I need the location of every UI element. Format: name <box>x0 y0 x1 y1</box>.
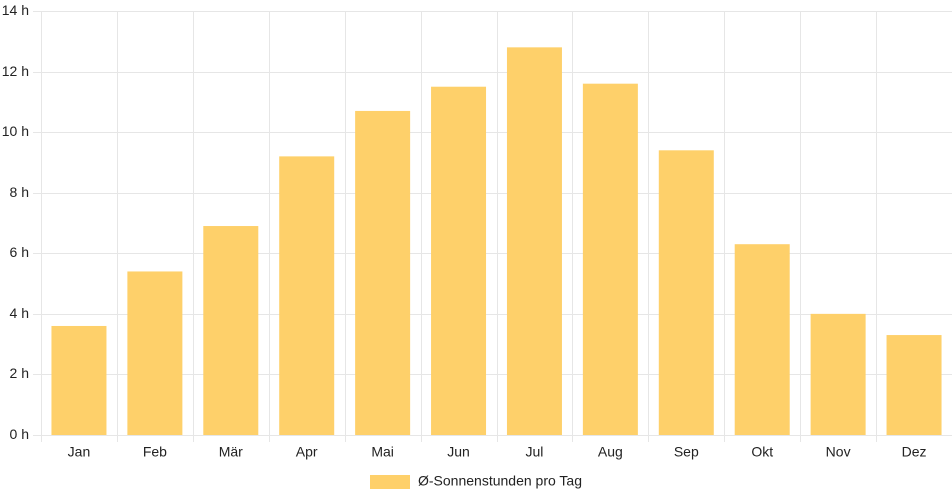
x-tick-label: Apr <box>296 444 318 460</box>
x-tick-label: Jun <box>447 444 470 460</box>
x-tick-label: Nov <box>826 444 851 460</box>
y-tick-label: 2 h <box>10 365 29 381</box>
legend[interactable]: Ø-Sonnenstunden pro Tag <box>370 473 582 489</box>
x-tick-label: Jan <box>68 444 91 460</box>
x-tick-label: Jul <box>526 444 544 460</box>
x-axis-tick-labels: Jan Feb Mär Apr Mai Jun Jul Aug Sep Okt Nov Dez <box>68 444 927 460</box>
bar-1[interactable] <box>51 325 107 435</box>
x-tick-label: Dez <box>902 444 927 460</box>
y-tick-label: 12 h <box>2 63 29 79</box>
x-tick-label: Sep <box>674 444 699 460</box>
x-tick-label: Mär <box>219 444 243 460</box>
y-tick-label: 0 h <box>10 426 29 442</box>
bar-6[interactable] <box>431 86 487 435</box>
y-axis-tick-labels: 0 h 2 h 4 h 6 h 8 h 10 h 12 h 14 h <box>2 2 29 442</box>
bar-10[interactable] <box>734 244 790 435</box>
x-tick-label: Feb <box>143 444 167 460</box>
bar-2[interactable] <box>127 271 183 435</box>
bar-7[interactable] <box>506 47 562 435</box>
bar-11[interactable] <box>810 313 866 435</box>
y-tick-label: 4 h <box>10 305 29 321</box>
bar-4[interactable] <box>279 156 335 435</box>
x-tick-label: Okt <box>751 444 773 460</box>
legend-swatch[interactable] <box>370 475 410 489</box>
x-tick-label: Mai <box>371 444 394 460</box>
bar-12[interactable] <box>886 335 942 435</box>
bar-8[interactable] <box>582 83 638 435</box>
bar-9[interactable] <box>658 150 714 436</box>
bars <box>51 47 942 436</box>
y-tick-label: 8 h <box>10 184 29 200</box>
x-tick-label: Aug <box>598 444 623 460</box>
bar-5[interactable] <box>355 110 411 435</box>
grid-lines <box>33 11 952 442</box>
y-tick-label: 14 h <box>2 2 29 18</box>
y-tick-label: 10 h <box>2 123 29 139</box>
legend-label[interactable]: Ø-Sonnenstunden pro Tag <box>418 473 582 489</box>
y-tick-label: 6 h <box>10 244 29 260</box>
bar-3[interactable] <box>203 226 259 435</box>
